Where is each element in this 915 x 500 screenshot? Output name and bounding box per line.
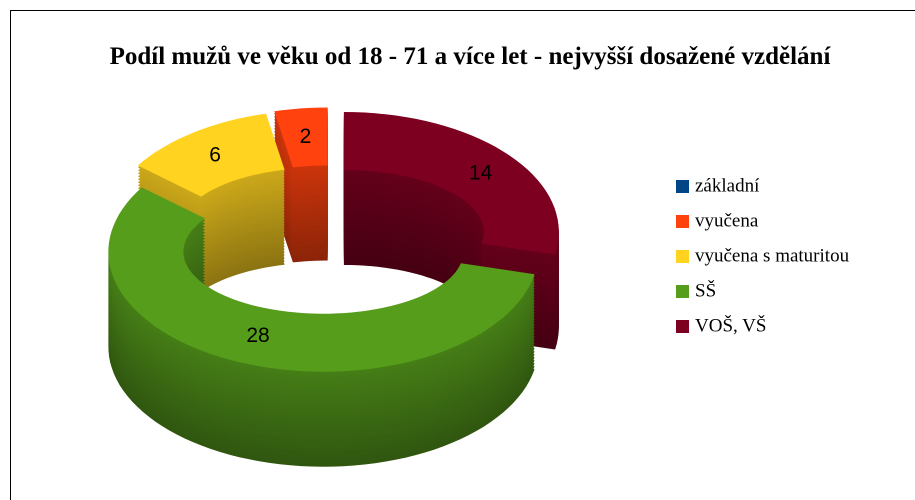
legend-label: vyučena <box>695 210 759 231</box>
slice <box>108 187 535 372</box>
legend-swatch <box>676 250 689 263</box>
legend-label: vyučena s maturitou <box>695 245 850 266</box>
slice <box>137 113 285 197</box>
legend-label: VOŠ, VŠ <box>695 314 766 336</box>
slice-tops <box>108 107 559 372</box>
data-label: 6 <box>209 144 221 167</box>
legend-label: SŠ <box>695 279 716 301</box>
chart-title: Podíl mužů ve věku od 18 - 71 a více let… <box>110 43 832 70</box>
data-label: 2 <box>300 125 312 148</box>
data-label: 28 <box>246 324 269 347</box>
slice <box>343 112 559 255</box>
legend-swatch <box>676 215 689 228</box>
legend-swatch <box>676 285 689 298</box>
legend-label: základní <box>695 175 760 196</box>
data-label: 14 <box>469 162 493 185</box>
legend-swatch <box>676 320 689 333</box>
slice <box>274 107 328 168</box>
legend-swatch <box>676 180 689 193</box>
